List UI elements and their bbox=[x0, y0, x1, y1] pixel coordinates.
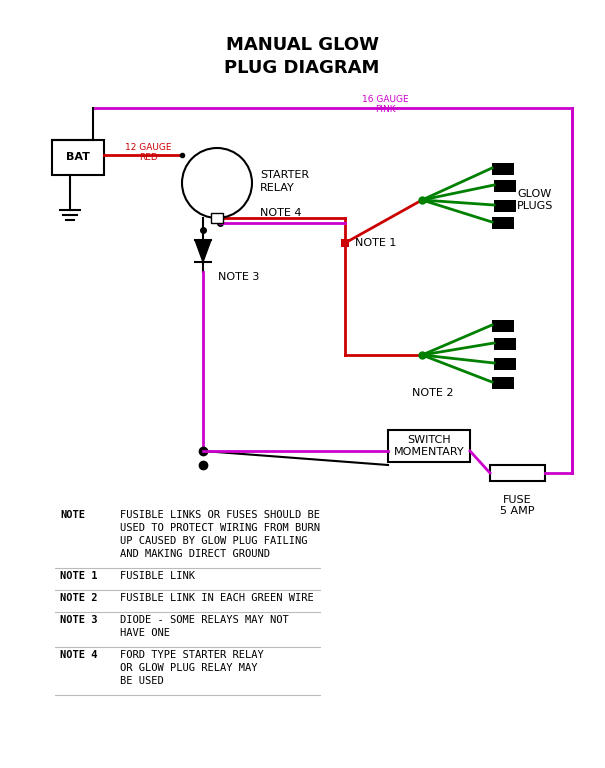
Bar bbox=[388, 430, 470, 462]
Text: NOTE: NOTE bbox=[60, 510, 85, 520]
Text: USED TO PROTECT WIRING FROM BURN: USED TO PROTECT WIRING FROM BURN bbox=[120, 523, 320, 533]
Bar bbox=[494, 338, 516, 350]
Polygon shape bbox=[195, 240, 211, 262]
Bar bbox=[492, 163, 514, 175]
Text: STARTER: STARTER bbox=[260, 170, 309, 180]
Text: FUSIBLE LINKS OR FUSES SHOULD BE: FUSIBLE LINKS OR FUSES SHOULD BE bbox=[120, 510, 320, 520]
Text: OR GLOW PLUG RELAY MAY: OR GLOW PLUG RELAY MAY bbox=[120, 663, 258, 673]
Text: MANUAL GLOW: MANUAL GLOW bbox=[226, 36, 379, 54]
Text: PINK: PINK bbox=[374, 105, 395, 114]
Text: RED: RED bbox=[139, 153, 157, 161]
Text: NOTE 4: NOTE 4 bbox=[60, 650, 97, 660]
Text: 5 AMP: 5 AMP bbox=[500, 506, 535, 516]
Text: NOTE 2: NOTE 2 bbox=[60, 593, 97, 603]
Bar bbox=[494, 180, 516, 192]
Text: AND MAKING DIRECT GROUND: AND MAKING DIRECT GROUND bbox=[120, 549, 270, 559]
Text: NOTE 2: NOTE 2 bbox=[412, 388, 454, 398]
Text: PLUG DIAGRAM: PLUG DIAGRAM bbox=[224, 59, 380, 77]
Bar bbox=[492, 320, 514, 332]
Bar bbox=[211, 213, 223, 223]
Text: UP CAUSED BY GLOW PLUG FAILING: UP CAUSED BY GLOW PLUG FAILING bbox=[120, 536, 307, 546]
Text: 12 GAUGE: 12 GAUGE bbox=[125, 144, 171, 153]
Bar bbox=[494, 200, 516, 212]
Text: NOTE 3: NOTE 3 bbox=[218, 272, 260, 282]
Text: SWITCH
MOMENTARY: SWITCH MOMENTARY bbox=[394, 435, 464, 457]
Bar bbox=[341, 239, 349, 247]
Bar bbox=[492, 217, 514, 229]
Text: NOTE 4: NOTE 4 bbox=[260, 208, 301, 218]
Text: HAVE ONE: HAVE ONE bbox=[120, 628, 170, 638]
Text: FUSIBLE LINK: FUSIBLE LINK bbox=[120, 571, 195, 581]
Text: RELAY: RELAY bbox=[260, 183, 295, 193]
Circle shape bbox=[182, 148, 252, 218]
Text: 16 GAUGE: 16 GAUGE bbox=[362, 95, 408, 104]
Text: NOTE 3: NOTE 3 bbox=[60, 615, 97, 625]
Text: GLOW
PLUGS: GLOW PLUGS bbox=[517, 189, 554, 210]
Text: NOTE 1: NOTE 1 bbox=[355, 238, 396, 248]
Text: BAT: BAT bbox=[66, 153, 90, 163]
Bar bbox=[52, 140, 104, 175]
Text: NOTE 1: NOTE 1 bbox=[60, 571, 97, 581]
Text: DIODE - SOME RELAYS MAY NOT: DIODE - SOME RELAYS MAY NOT bbox=[120, 615, 289, 625]
Text: FORD TYPE STARTER RELAY: FORD TYPE STARTER RELAY bbox=[120, 650, 264, 660]
Text: BE USED: BE USED bbox=[120, 676, 164, 686]
Text: FUSIBLE LINK IN EACH GREEN WIRE: FUSIBLE LINK IN EACH GREEN WIRE bbox=[120, 593, 314, 603]
Bar bbox=[490, 465, 545, 481]
Bar bbox=[492, 377, 514, 389]
Text: FUSE: FUSE bbox=[503, 495, 532, 505]
Bar bbox=[494, 358, 516, 370]
